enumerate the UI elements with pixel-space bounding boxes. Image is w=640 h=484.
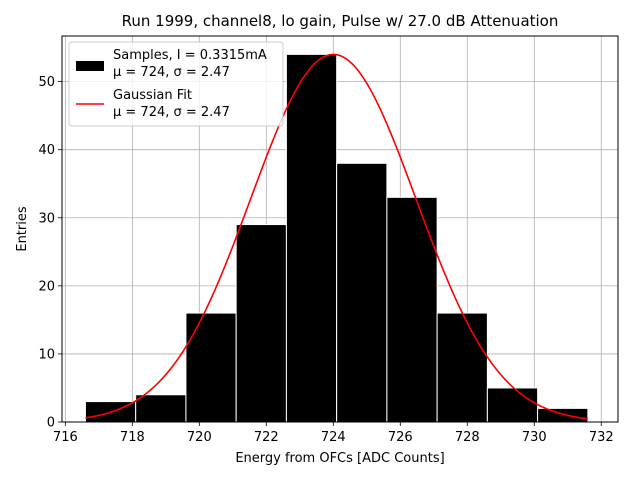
histogram-bar [486, 387, 539, 423]
histogram-bar [537, 407, 589, 423]
legend-box [68, 41, 284, 127]
y-axis-ticks: 0 10 20 30 40 50 [38, 75, 62, 431]
legend: Samples, I = 0.3315mA μ = 724, σ = 2.47 … [68, 41, 284, 127]
gaussian-fit-curve [85, 53, 588, 420]
x-axis-label: Energy from OFCs [ADC Counts] [235, 451, 444, 466]
x-tick-label: 726 [388, 430, 413, 445]
y-tick-label: 20 [38, 279, 55, 294]
x-tick-label: 720 [187, 430, 212, 445]
legend-histogram-swatch [76, 61, 104, 71]
y-tick-label: 40 [38, 143, 55, 158]
histogram-bar [436, 312, 488, 423]
y-tick-label: 10 [38, 347, 55, 362]
x-axis-ticks: 716 718 720 722 724 726 728 730 732 [53, 422, 614, 445]
x-tick-label: 724 [321, 430, 346, 445]
x-tick-label: 730 [522, 430, 547, 445]
y-tick-label: 30 [38, 211, 55, 226]
x-tick-label: 718 [120, 430, 145, 445]
histogram-bar [285, 53, 338, 423]
histogram-bar [386, 196, 438, 423]
gaussian-fit-layer [85, 53, 588, 420]
y-tick-label: 0 [47, 416, 55, 431]
histogram-bar [135, 394, 187, 423]
chart-title: Run 1999, channel8, lo gain, Pulse w/ 27… [122, 12, 559, 30]
x-tick-label: 716 [53, 430, 78, 445]
histogram-bar [235, 224, 287, 423]
histogram-bar [185, 312, 237, 423]
legend-histogram-name: Samples, I = 0.3315mA [113, 48, 267, 63]
legend-fit-stats: μ = 724, σ = 2.47 [113, 105, 230, 120]
x-tick-label: 728 [455, 430, 480, 445]
y-tick-label: 50 [38, 75, 55, 90]
histogram-bar [336, 162, 388, 423]
y-axis-label: Entries [15, 206, 30, 252]
legend-fit-name: Gaussian Fit [113, 88, 192, 103]
plot-frame [61, 35, 619, 423]
legend-histogram-stats: μ = 724, σ = 2.47 [113, 65, 230, 80]
x-tick-label: 732 [589, 430, 614, 445]
x-tick-label: 722 [254, 430, 279, 445]
